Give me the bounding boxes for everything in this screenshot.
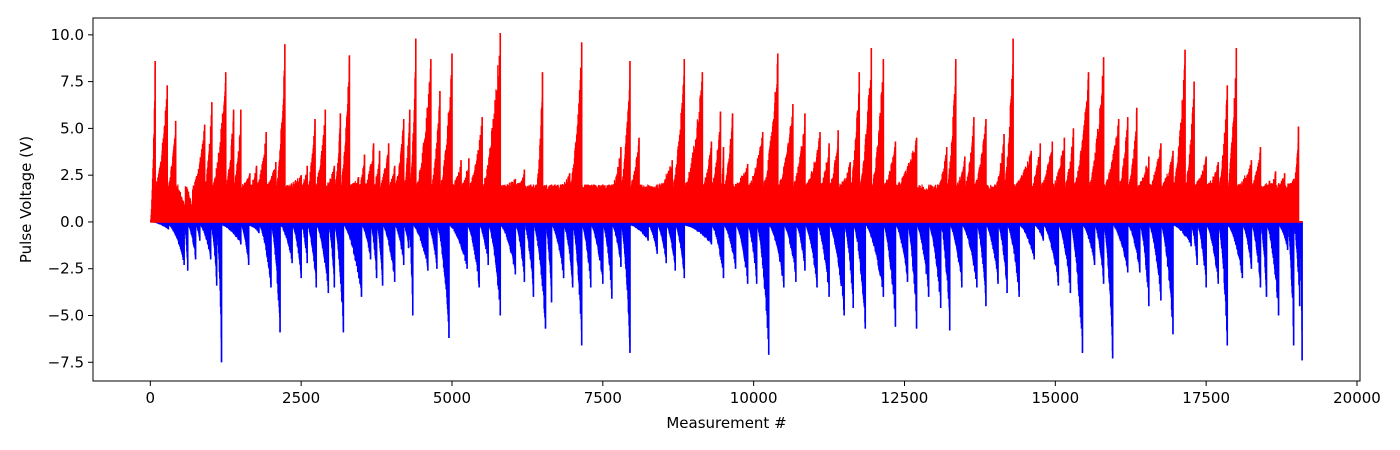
x-tick-label-1: 2500	[282, 389, 320, 407]
x-tick-label-6: 15000	[1031, 389, 1079, 407]
y-tick-label-5: 5.0	[60, 119, 84, 137]
x-tick-label-4: 10000	[730, 389, 778, 407]
x-tick-label-8: 20000	[1333, 389, 1381, 407]
y-axis: −7.5 −5.0 −2.5 0.0 2.5 5.0 7.5 10.0	[48, 26, 93, 371]
series-positive-voltage	[150, 32, 1303, 222]
y-axis-title: Pulse Voltage (V)	[17, 136, 35, 263]
y-tick-label-3: 0.0	[60, 213, 84, 231]
x-tick-label-5: 12500	[881, 389, 929, 407]
x-tick-label-2: 5000	[433, 389, 471, 407]
y-tick-label-0: −7.5	[48, 353, 84, 371]
x-axis: 0 2500 5000 7500 10000 12500 15000 17500 20000	[146, 381, 1381, 407]
y-tick-label-6: 7.5	[60, 73, 84, 91]
x-tick-label-7: 17500	[1182, 389, 1230, 407]
x-tick-label-3: 7500	[584, 389, 622, 407]
series-group	[150, 32, 1303, 363]
plot-area	[92, 17, 1361, 382]
series-negative-voltage	[150, 221, 1303, 363]
x-axis-title: Measurement #	[666, 414, 786, 432]
plot-frame	[92, 17, 1361, 382]
y-tick-label-2: −2.5	[48, 260, 84, 278]
y-tick-label-4: 2.5	[60, 166, 84, 184]
y-tick-label-1: −5.0	[48, 307, 84, 325]
x-tick-label-0: 0	[146, 389, 156, 407]
y-tick-label-7: 10.0	[51, 26, 84, 44]
